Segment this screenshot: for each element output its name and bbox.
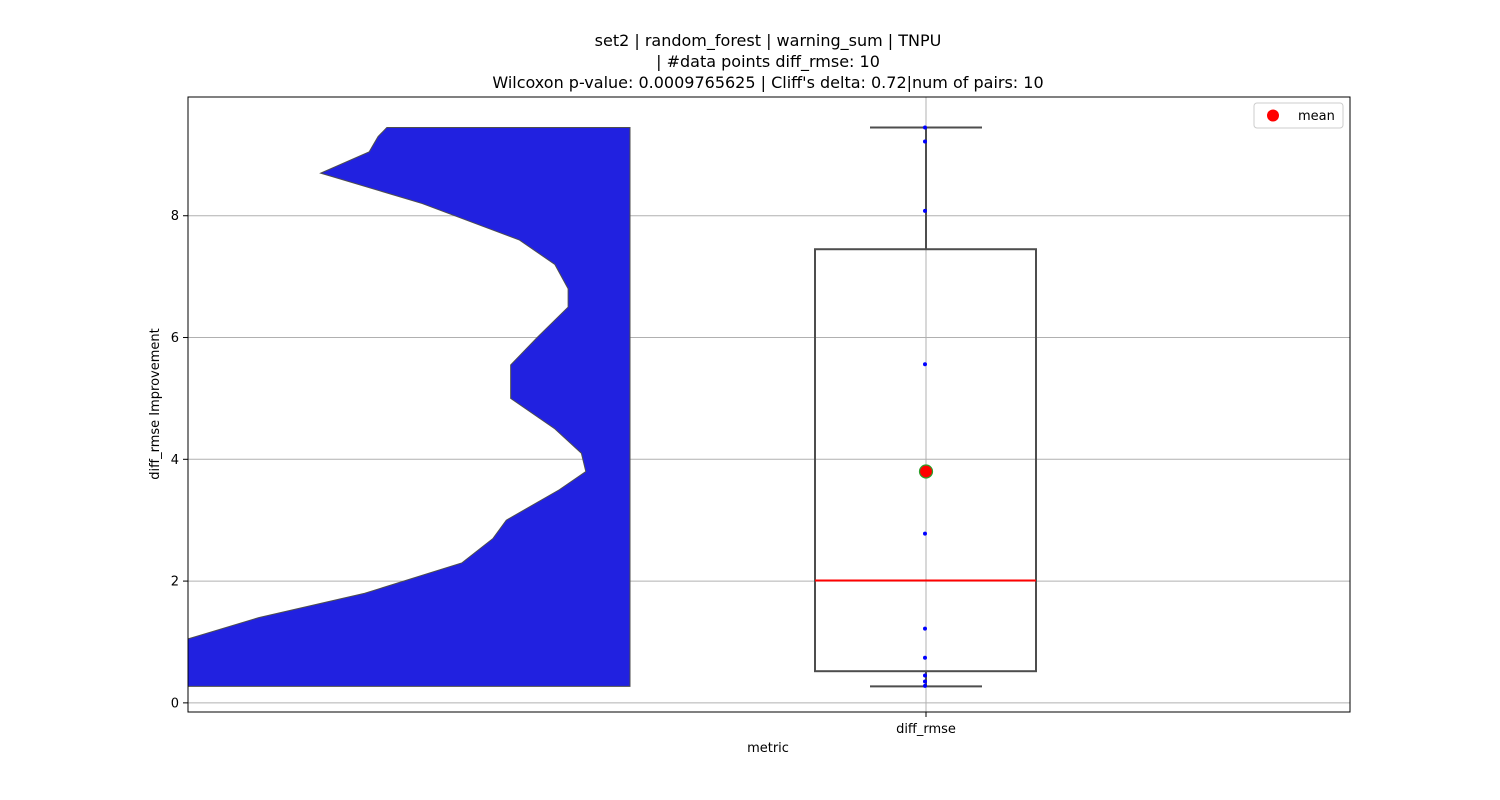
data-point (923, 683, 927, 688)
y-tick-label: 2 (171, 575, 179, 590)
legend-frame (1253, 102, 1344, 129)
data-point (923, 679, 927, 684)
y-axis-label: diff_rmse Improvement (148, 328, 163, 479)
data-point (923, 655, 927, 660)
y-tick-label: 6 (171, 331, 179, 346)
mean-marker (918, 464, 934, 479)
legend-mean-marker (1267, 109, 1279, 122)
data-point (923, 125, 927, 130)
data-point (923, 626, 927, 631)
axes: 0 2 4 6 8 diff_rmse (171, 96, 1351, 737)
iqr-box (814, 248, 1037, 673)
y-tick-label: 8 (171, 209, 179, 224)
violin-body (187, 126, 631, 687)
y-tick-label: 0 (171, 696, 179, 711)
chart-title-line-2: | #data points diff_rmse: 10 (656, 52, 880, 72)
legend: mean (1253, 102, 1344, 129)
data-point (923, 362, 927, 367)
chart-title-line-3: Wilcoxon p-value: 0.0009765625 | Cliff's… (492, 73, 1043, 92)
data-point (923, 139, 927, 144)
x-tick-label: diff_rmse (896, 722, 956, 737)
violin-plot (187, 126, 631, 687)
data-point (923, 673, 927, 678)
data-point (923, 208, 927, 213)
data-points (918, 125, 934, 688)
x-axis-label: metric (747, 741, 789, 756)
chart-title-line-1: set2 | random_forest | warning_sum | TNP… (595, 31, 942, 51)
legend-mean-label: mean (1298, 109, 1335, 124)
data-point (923, 531, 927, 536)
plot-frame (187, 96, 1351, 713)
y-tick-label: 4 (171, 453, 179, 468)
